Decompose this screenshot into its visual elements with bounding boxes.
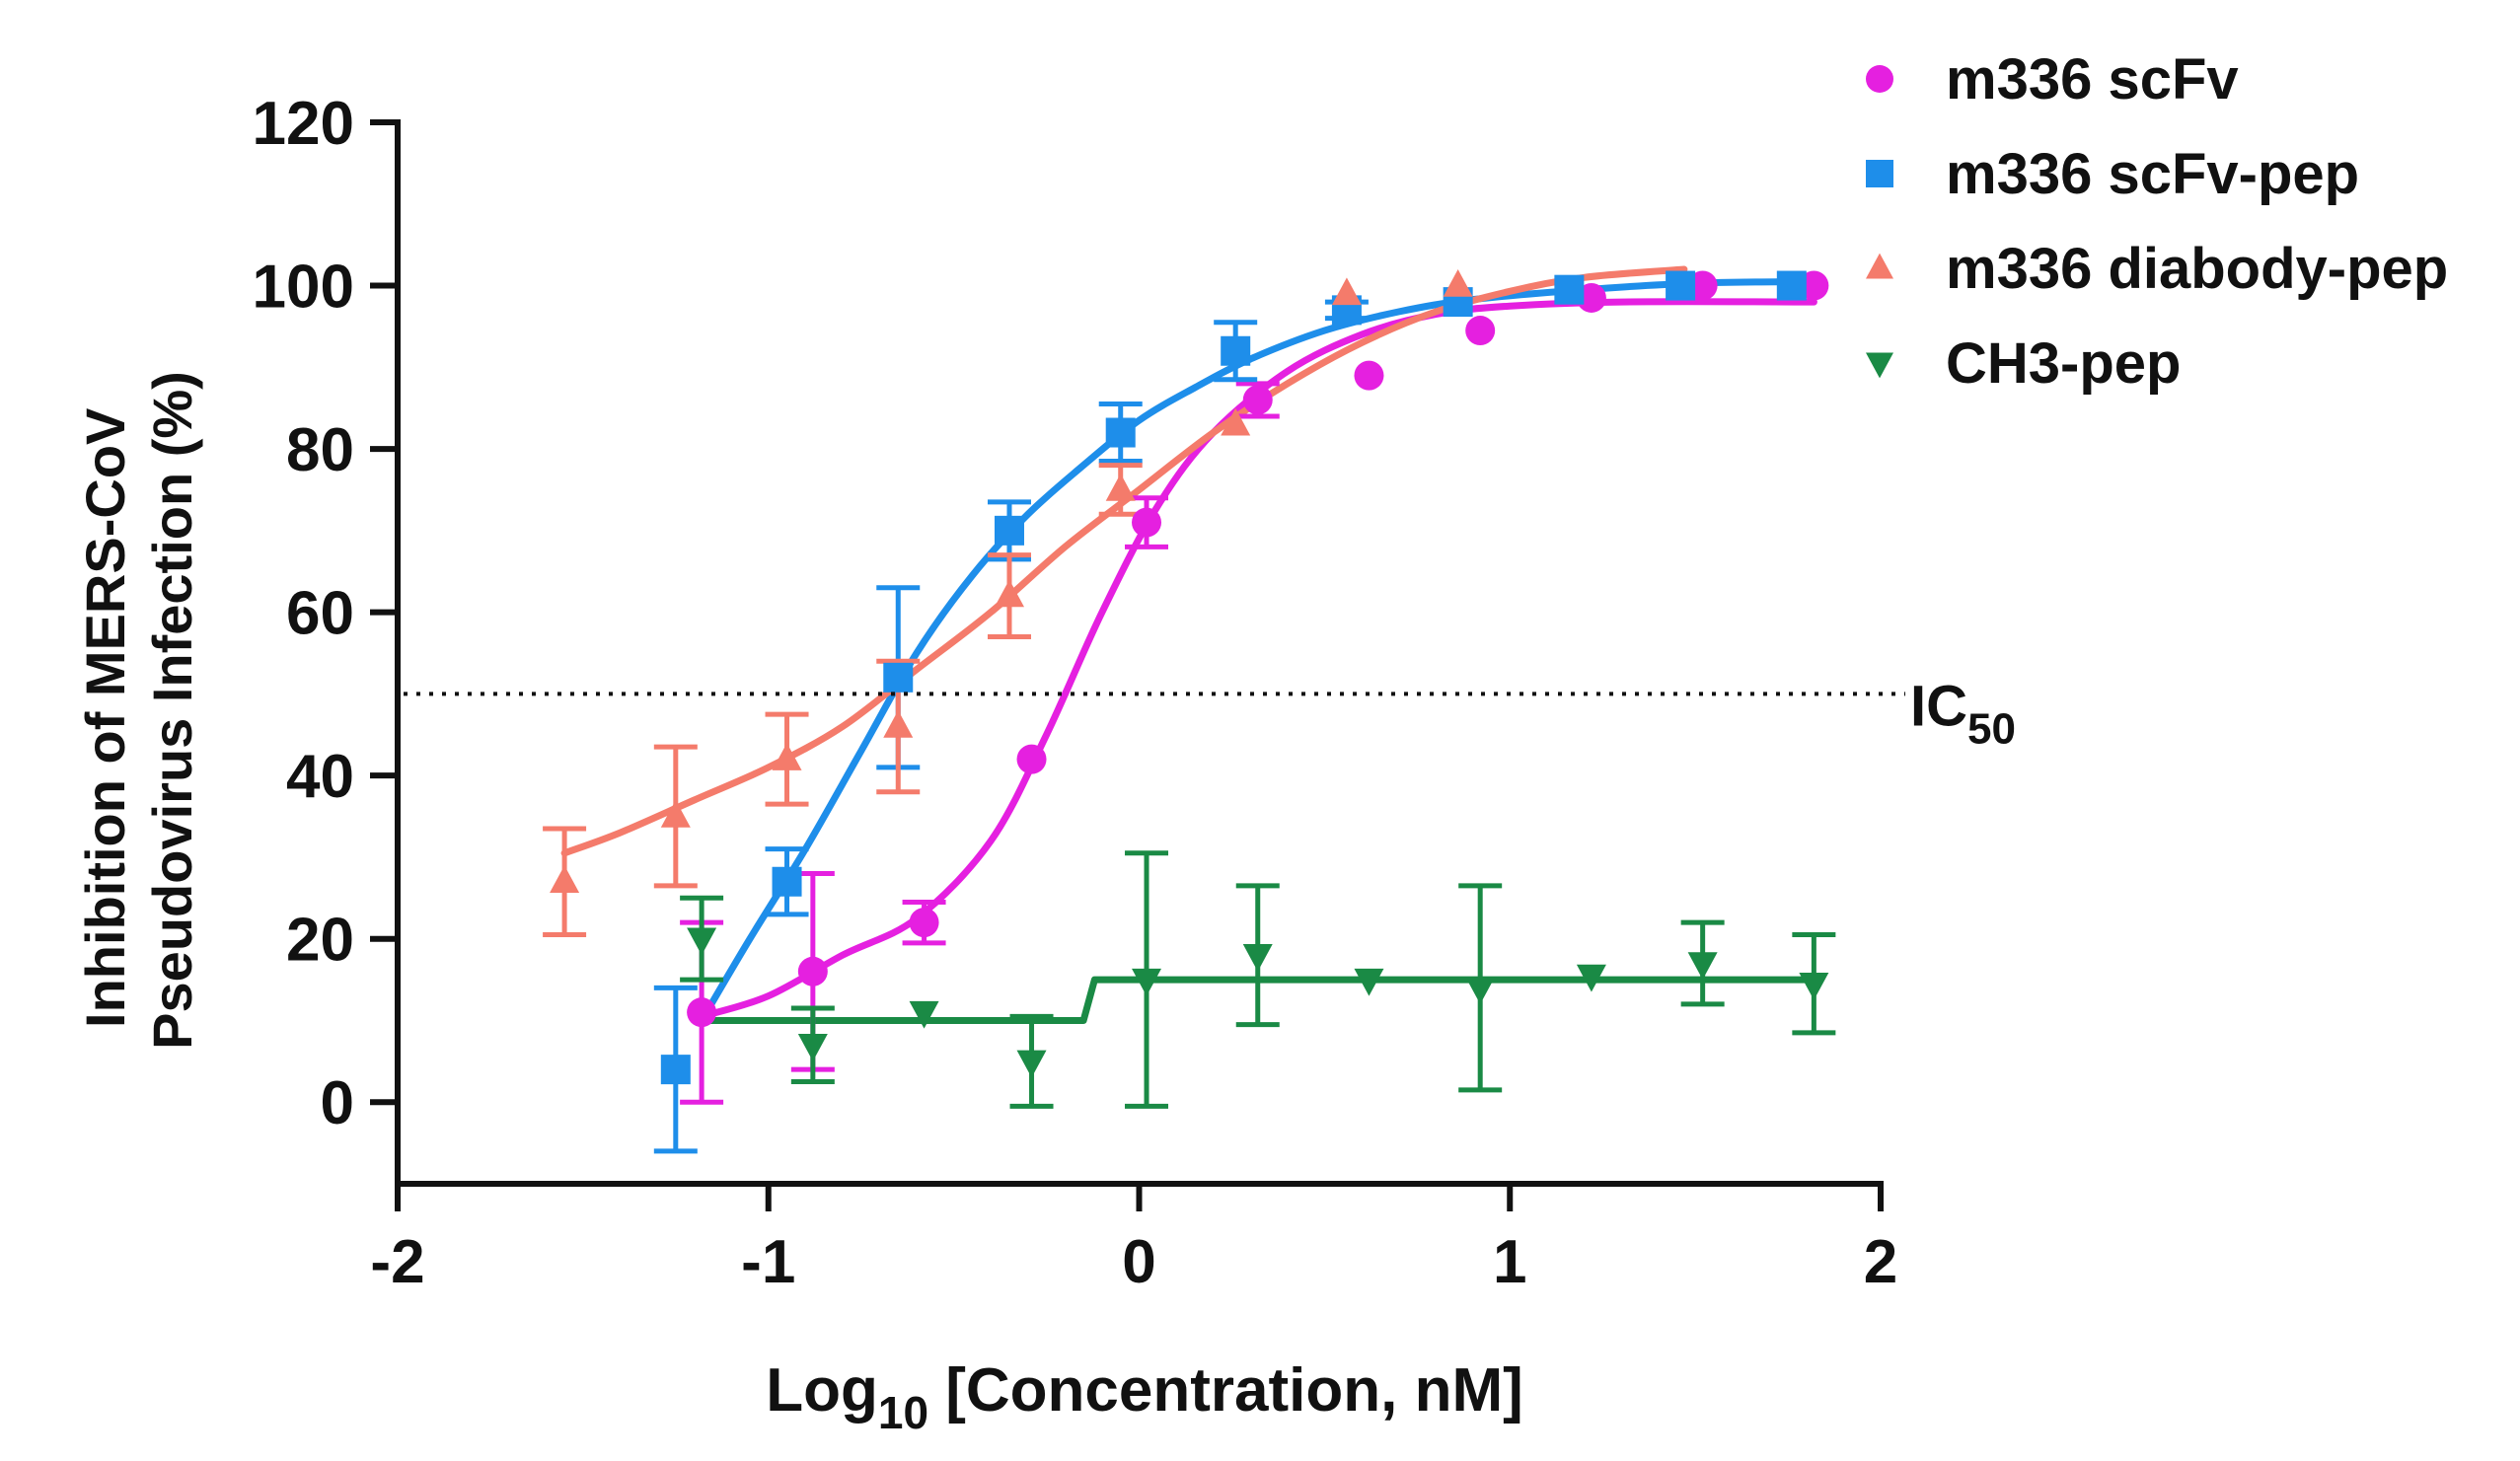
axes: 0 20 40 60 80 100 120 -2 -1 0 1 2 — [253, 90, 1898, 1296]
data-point-m336-scfv-pep — [1105, 417, 1136, 448]
data-point-m336-diabody-pep — [1221, 407, 1251, 436]
data-point-ch3-pep — [687, 927, 717, 956]
legend-marker-m336-scfv-pep — [1866, 160, 1893, 187]
legend-marker-m336-scfv — [1866, 65, 1893, 93]
data-point-m336-scfv — [1016, 744, 1047, 774]
data-point-m336-scfv — [1576, 282, 1606, 313]
data-point-m336-scfv-pep — [1554, 274, 1585, 305]
data-point-ch3-pep — [1132, 968, 1162, 996]
x-axis-label: Log10 [Concentration, nM] — [766, 1356, 1523, 1438]
data-point-m336-scfv — [909, 908, 939, 938]
data-point-m336-scfv-pep — [660, 1055, 691, 1085]
data-point-m336-diabody-pep — [550, 865, 580, 894]
fit-curve-m336-scfv — [698, 298, 1817, 1020]
y-tick-label: 100 — [253, 254, 354, 322]
y-tick-label: 40 — [286, 743, 354, 811]
y-axis-label-line-2: Pseudovirus Infection (%) — [141, 371, 203, 1050]
data-point-m336-scfv — [1354, 360, 1384, 391]
data-point-ch3-pep — [1799, 972, 1829, 1000]
y-axis-label-line-1: Inhibition of MERS-CoV — [74, 408, 136, 1028]
data-point-ch3-pep — [1687, 952, 1718, 981]
x-axis-label-main: Log — [766, 1356, 878, 1424]
x-axis-label-sub: 10 — [878, 1387, 928, 1438]
y-tick-label: 20 — [286, 907, 354, 975]
data-point-m336-scfv-pep — [883, 662, 914, 693]
x-tick-label: 2 — [1864, 1228, 1897, 1296]
data-point-ch3-pep — [1016, 1050, 1047, 1078]
fit-curves — [560, 265, 1817, 1024]
data-point-ch3-pep — [909, 1000, 939, 1029]
legend-item-m336-scfv-pep: m336 scFv-pep — [1866, 142, 2359, 206]
x-tick-label: 1 — [1493, 1228, 1526, 1296]
data-point-ch3-pep — [1465, 977, 1496, 1004]
data-point-m336-scfv — [797, 956, 828, 986]
y-tick-label: 80 — [286, 416, 354, 484]
legend-label-ch3-pep: CH3-pep — [1946, 331, 2181, 396]
legend-marker-m336-diabody-pep — [1866, 253, 1893, 279]
data-point-ch3-pep — [1242, 943, 1273, 972]
data-point-m336-diabody-pep — [660, 800, 691, 828]
legend-label-m336-scfv-pep: m336 scFv-pep — [1946, 142, 2359, 206]
ic50-label-main: IC — [1910, 674, 1967, 738]
data-point-m336-scfv — [1799, 270, 1829, 301]
data-point-ch3-pep — [1354, 968, 1384, 996]
data-point-m336-diabody-pep — [772, 743, 802, 770]
data-point-m336-scfv-pep — [1776, 270, 1807, 301]
data-point-m336-scfv-pep — [1221, 335, 1251, 366]
legend-item-m336-scfv: m336 scFv — [1866, 47, 2239, 111]
y-tick-label: 0 — [321, 1069, 354, 1137]
data-point-m336-diabody-pep — [883, 709, 914, 738]
legend-label-m336-diabody-pep: m336 diabody-pep — [1946, 237, 2448, 301]
y-ticks: 0 20 40 60 80 100 120 — [253, 90, 398, 1137]
data-point-m336-diabody-pep — [1443, 269, 1473, 297]
legend-marker-ch3-pep — [1866, 352, 1893, 379]
data-point-m336-scfv-pep — [772, 866, 802, 897]
data-point-m336-scfv-pep — [994, 515, 1024, 546]
x-tick-label: -2 — [370, 1228, 424, 1296]
legend-item-m336-diabody-pep: m336 diabody-pep — [1866, 237, 2448, 301]
fit-curve-ch3-pep — [698, 976, 1817, 1024]
data-point-ch3-pep — [1576, 964, 1606, 992]
legend-item-ch3-pep: CH3-pep — [1866, 331, 2181, 396]
y-tick-label: 60 — [286, 580, 354, 648]
ic50-label-sub: 50 — [1967, 704, 2016, 753]
x-ticks: -2 -1 0 1 2 — [370, 1184, 1897, 1296]
data-point-m336-scfv — [687, 997, 717, 1028]
data-point-m336-diabody-pep — [1105, 473, 1136, 501]
data-point-m336-scfv-pep — [1666, 270, 1696, 301]
data-point-m336-diabody-pep — [994, 579, 1024, 608]
data-points — [550, 269, 1829, 1085]
legend-label-m336-scfv: m336 scFv — [1946, 47, 2239, 111]
data-point-m336-scfv — [1687, 270, 1718, 301]
data-point-ch3-pep — [797, 1034, 828, 1061]
x-tick-label: -1 — [741, 1228, 795, 1296]
y-axis-label: Inhibition of MERS-CoV Pseudovirus Infec… — [74, 371, 203, 1050]
data-point-m336-scfv — [1132, 507, 1162, 538]
x-axis-label-rest: [Concentration, nM] — [928, 1356, 1523, 1424]
data-point-m336-scfv — [1465, 316, 1496, 346]
ic50-label: IC50 — [1910, 674, 2016, 753]
data-point-m336-scfv — [1242, 385, 1273, 415]
data-point-m336-diabody-pep — [1331, 277, 1362, 306]
x-tick-label: 0 — [1122, 1228, 1155, 1296]
y-tick-label: 120 — [253, 90, 354, 158]
legend: m336 scFv m336 scFv-pep m336 diabody-pep CH… — [1866, 47, 2448, 396]
